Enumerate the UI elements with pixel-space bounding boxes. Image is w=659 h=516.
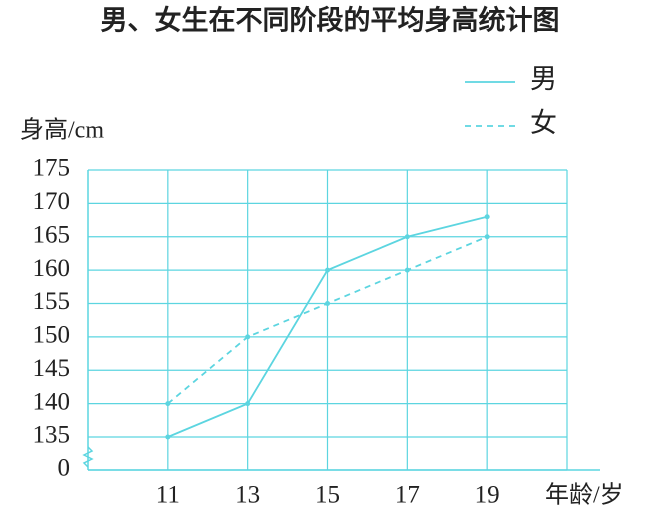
y-tick-label: 175	[33, 155, 71, 182]
x-tick-label: 19	[475, 482, 500, 509]
y-tick-label: 145	[33, 355, 71, 382]
x-tick-label: 13	[235, 482, 260, 509]
y-tick-label: 165	[33, 221, 71, 248]
legend-label: 女	[530, 108, 557, 138]
point	[245, 334, 251, 340]
y-tick-label: 140	[33, 388, 71, 415]
y-tick-label: 160	[33, 255, 71, 282]
point	[325, 301, 330, 306]
point	[484, 214, 490, 220]
point	[165, 434, 171, 440]
y-tick-label: 150	[33, 322, 71, 349]
axis-break	[82, 446, 94, 468]
point	[165, 401, 171, 407]
legend-label: 男	[530, 64, 557, 94]
y-axis-label: 身高/cm	[20, 117, 104, 144]
y-tick-label: 170	[33, 188, 71, 215]
point	[404, 267, 410, 273]
x-axis-label: 年龄/岁	[545, 482, 624, 509]
point	[404, 234, 410, 240]
x-tick-label: 11	[156, 482, 180, 509]
chart-title: 男、女生在不同阶段的平均身高统计图	[101, 5, 560, 37]
point	[245, 401, 251, 407]
point	[484, 234, 490, 240]
x-tick-label: 17	[395, 482, 420, 509]
y-tick-label: 135	[33, 422, 71, 449]
x-tick-label: 15	[315, 482, 340, 509]
y-tick-label: 0	[58, 455, 71, 482]
y-tick-label: 155	[33, 288, 71, 315]
point	[325, 267, 330, 273]
